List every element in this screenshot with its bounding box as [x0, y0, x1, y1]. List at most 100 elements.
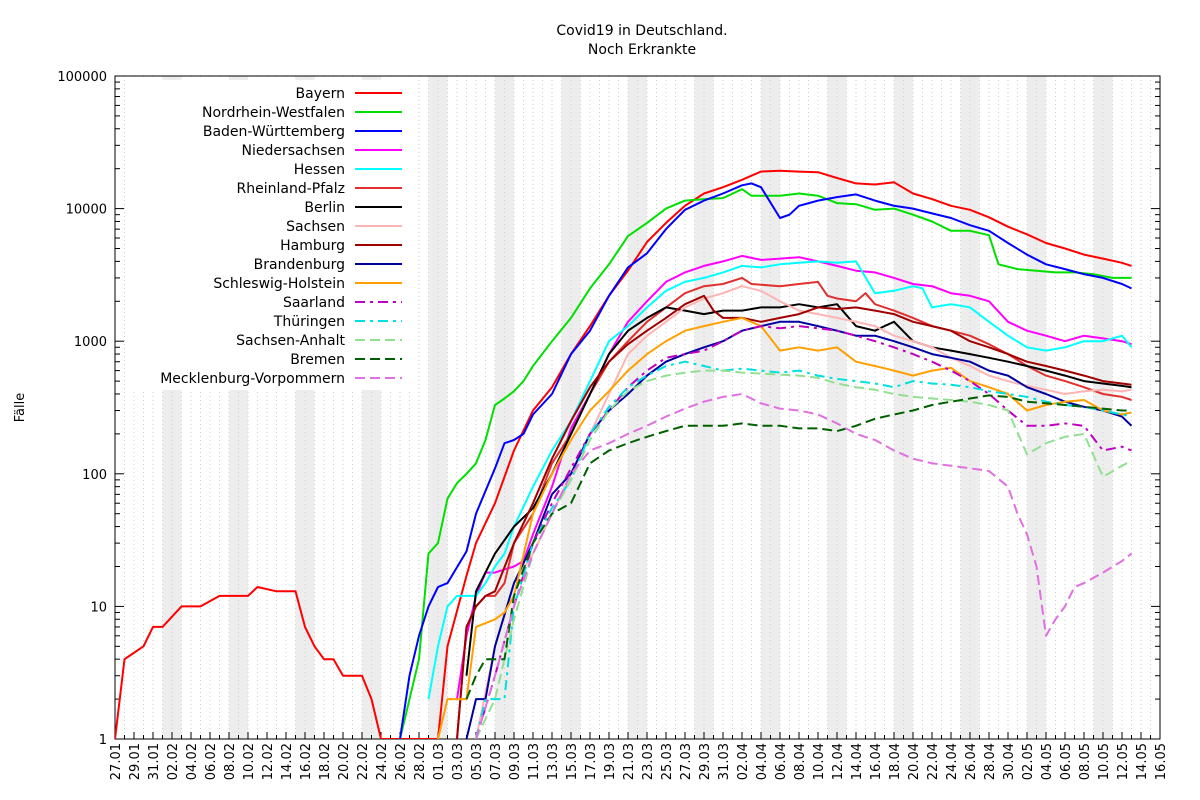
weekend-band — [628, 76, 647, 739]
x-tick-label: 18.04 — [888, 743, 903, 780]
x-tick-label: 03.03 — [451, 743, 466, 780]
x-tick-label: 26.02 — [394, 743, 409, 780]
y-tick-label: 1000 — [74, 335, 107, 350]
x-tick-label: 06.02 — [204, 743, 219, 780]
series-line — [456, 254, 1132, 700]
legend-label: Berlin — [304, 200, 345, 216]
x-tick-label: 31.01 — [147, 743, 162, 780]
x-tick-label: 06.05 — [1059, 743, 1074, 780]
legend-label: Baden-Württemberg — [203, 124, 345, 140]
x-tick-label: 01.03 — [432, 743, 447, 780]
x-tick-label: 27.01 — [109, 743, 124, 780]
x-tick-label: 24.04 — [945, 743, 960, 780]
x-tick-label: 04.02 — [185, 743, 200, 780]
weekend-band — [561, 76, 581, 739]
x-tick-label: 02.02 — [166, 743, 181, 780]
series-line — [475, 325, 1132, 739]
x-tick-label: 12.04 — [831, 743, 846, 780]
x-tick-label: 28.04 — [983, 743, 998, 780]
x-tick-label: 20.04 — [907, 743, 922, 780]
legend-label: Rheinland-Pfalz — [237, 181, 345, 197]
x-tick-label: 12.05 — [1116, 743, 1131, 780]
x-tick-label: 05.03 — [470, 743, 485, 780]
x-tick-label: 08.02 — [223, 743, 238, 780]
weekend-band — [827, 76, 847, 739]
series-line — [475, 393, 1133, 739]
x-tick-label: 24.02 — [375, 743, 390, 780]
x-tick-label: 26.04 — [964, 743, 979, 780]
x-tick-label: 27.03 — [679, 743, 694, 780]
x-tick-label: 23.03 — [641, 743, 656, 780]
weekend-band — [1093, 76, 1113, 739]
x-tick-label: 02.04 — [736, 743, 751, 780]
x-tick-label: 15.03 — [565, 743, 580, 780]
series-line — [465, 320, 1133, 739]
legend-label: Bremen — [290, 352, 345, 368]
y-axis-label: Fälle — [13, 393, 28, 422]
chart-title: Covid19 in Deutschland. — [556, 23, 727, 39]
legend-label: Schleswig-Holstein — [213, 276, 345, 292]
x-tick-label: 22.02 — [356, 743, 371, 780]
x-tick-label: 02.05 — [1021, 743, 1036, 780]
x-tick-label: 20.02 — [337, 743, 352, 780]
x-tick-label: 10.02 — [242, 743, 257, 780]
series-lines — [115, 169, 1133, 739]
legend-label: Bayern — [296, 86, 345, 102]
legend-label: Hessen — [294, 162, 345, 178]
weekend-band — [761, 76, 780, 739]
legend-label: Niedersachsen — [242, 143, 345, 159]
legend-label: Hamburg — [280, 238, 345, 254]
x-tick-label: 14.04 — [850, 743, 865, 780]
x-tick-label: 29.01 — [128, 743, 143, 780]
x-tick-label: 10.05 — [1097, 743, 1112, 780]
x-tick-label: 28.02 — [413, 743, 428, 780]
x-tick-label: 22.04 — [926, 743, 941, 780]
x-tick-label: 16.04 — [869, 743, 884, 780]
y-tick-label: 1 — [99, 733, 107, 748]
weekend-band — [495, 76, 514, 739]
x-tick-label: 16.02 — [299, 743, 314, 780]
legend-label: Saarland — [283, 295, 345, 311]
series-line — [475, 360, 1132, 739]
x-tick-label: 14.02 — [280, 743, 295, 780]
weekend-band — [894, 76, 913, 739]
series-line — [399, 188, 1132, 739]
legend-label: Mecklenburg-Vorpommern — [160, 371, 345, 387]
weekend-band — [694, 76, 714, 739]
y-tick-label: 10000 — [66, 203, 107, 218]
chart-subtitle: Noch Erkrankte — [588, 42, 696, 58]
x-tick-label: 09.03 — [508, 743, 523, 780]
y-axis: 1 10 100 1000 10000 100000 — [57, 70, 1160, 748]
x-tick-label: 04.05 — [1040, 743, 1055, 780]
x-tick-label: 16.05 — [1154, 743, 1169, 780]
x-tick-label: 30.04 — [1002, 743, 1017, 780]
legend-label: Sachsen — [286, 219, 345, 235]
series-line — [465, 303, 1132, 676]
series-line — [427, 260, 1133, 700]
x-tick-label: 07.03 — [489, 743, 504, 780]
legend-label: Brandenburg — [254, 257, 345, 273]
x-tick-label: 25.03 — [660, 743, 675, 780]
x-tick-label: 18.02 — [318, 743, 333, 780]
x-tick-label: 10.04 — [812, 743, 827, 780]
x-tick-label: 14.05 — [1135, 743, 1150, 780]
legend-label: Nordrhein-Westfalen — [202, 105, 345, 121]
x-axis: 27.01 29.01 31.01 02.02 04.02 06.02 08.02 10.02… — [109, 732, 1169, 780]
y-tick-label: 100000 — [57, 70, 107, 85]
x-tick-label: 29.03 — [698, 743, 713, 780]
legend-label: Sachsen-Anhalt — [236, 333, 345, 349]
x-tick-label: 19.03 — [603, 743, 618, 780]
weekend-band — [960, 76, 980, 739]
grid — [124, 76, 1151, 739]
x-tick-label: 08.05 — [1078, 743, 1093, 780]
x-tick-label: 08.04 — [793, 743, 808, 780]
series-line — [115, 169, 1132, 739]
y-tick-label: 100 — [82, 468, 107, 483]
x-tick-label: 12.02 — [261, 743, 276, 780]
x-tick-label: 11.03 — [527, 743, 542, 780]
series-line — [399, 182, 1132, 739]
series-line — [437, 316, 1132, 739]
series-line — [456, 294, 1132, 739]
weekend-band — [428, 76, 448, 739]
